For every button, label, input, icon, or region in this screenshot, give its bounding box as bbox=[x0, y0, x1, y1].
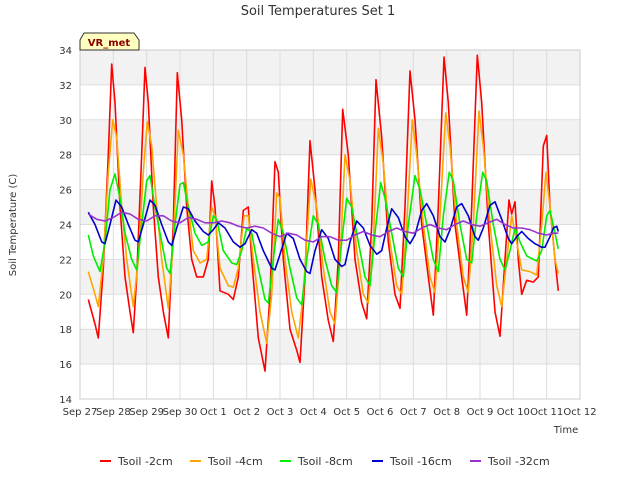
x-tick-label: Sep 30 bbox=[163, 407, 198, 418]
gridlines bbox=[79, 49, 581, 400]
x-tick-label: Sep 27 bbox=[63, 407, 98, 418]
legend-label: Tsoil -16cm bbox=[389, 455, 452, 468]
series-line-0 bbox=[87, 54, 560, 372]
series-line-3 bbox=[87, 199, 560, 275]
x-tick-label: Oct 8 bbox=[433, 407, 460, 418]
x-tick-label: Oct 7 bbox=[400, 407, 427, 418]
plot-band bbox=[80, 329, 580, 365]
station-badge-label: VR_met bbox=[88, 38, 131, 49]
y-axis-label: Soil Temperature (C) bbox=[8, 174, 19, 277]
x-tick-label: Oct 2 bbox=[233, 407, 260, 418]
series-line-2 bbox=[87, 171, 560, 306]
y-tick-label: 30 bbox=[59, 116, 72, 127]
y-tick-label: 14 bbox=[59, 395, 72, 406]
x-tick-label: Sep 29 bbox=[129, 407, 164, 418]
legend-label: Tsoil -8cm bbox=[297, 455, 353, 468]
legend-label: Tsoil -4cm bbox=[207, 455, 263, 468]
legend-label: Tsoil -2cm bbox=[117, 455, 173, 468]
series-lines bbox=[87, 54, 560, 372]
x-tick-label: Sep 28 bbox=[96, 407, 131, 418]
x-tick-label: Oct 5 bbox=[333, 407, 360, 418]
y-tick-label: 16 bbox=[59, 360, 72, 371]
y-tick-label: 18 bbox=[59, 325, 72, 336]
chart-title: Soil Temperatures Set 1 bbox=[241, 4, 396, 19]
x-tick-label: Oct 4 bbox=[300, 407, 327, 418]
x-tick-label: Oct 10 bbox=[497, 407, 530, 418]
x-tick-label: Oct 3 bbox=[267, 407, 294, 418]
y-tick-label: 24 bbox=[59, 221, 72, 232]
y-tick-label: 28 bbox=[59, 151, 72, 162]
x-tick-label: Oct 9 bbox=[467, 407, 494, 418]
legend-label: Tsoil -32cm bbox=[487, 455, 550, 468]
x-tick-label: Oct 6 bbox=[367, 407, 394, 418]
x-tick-label: Oct 11 bbox=[530, 407, 563, 418]
y-tick-label: 26 bbox=[59, 186, 72, 197]
series-line-4 bbox=[87, 211, 559, 243]
x-tick-label: Oct 1 bbox=[200, 407, 227, 418]
plot-band bbox=[80, 119, 580, 155]
legend: Tsoil -2cm Tsoil -4cm Tsoil -8cm Tsoil -16c… bbox=[100, 455, 550, 468]
plot-frame bbox=[79, 49, 581, 400]
x-tick-label: Oct 12 bbox=[563, 407, 596, 418]
plot-band bbox=[80, 50, 580, 85]
y-tick-label: 34 bbox=[59, 46, 72, 57]
y-tick-label: 22 bbox=[59, 255, 72, 266]
x-axis-label: Time bbox=[553, 425, 578, 436]
y-tick-label: 20 bbox=[59, 290, 72, 301]
y-axis-ticks: 14 16 18 20 22 24 26 28 30 32 34 bbox=[59, 46, 72, 406]
y-tick-label: 32 bbox=[59, 81, 72, 92]
station-badge: VR_met bbox=[79, 32, 140, 51]
